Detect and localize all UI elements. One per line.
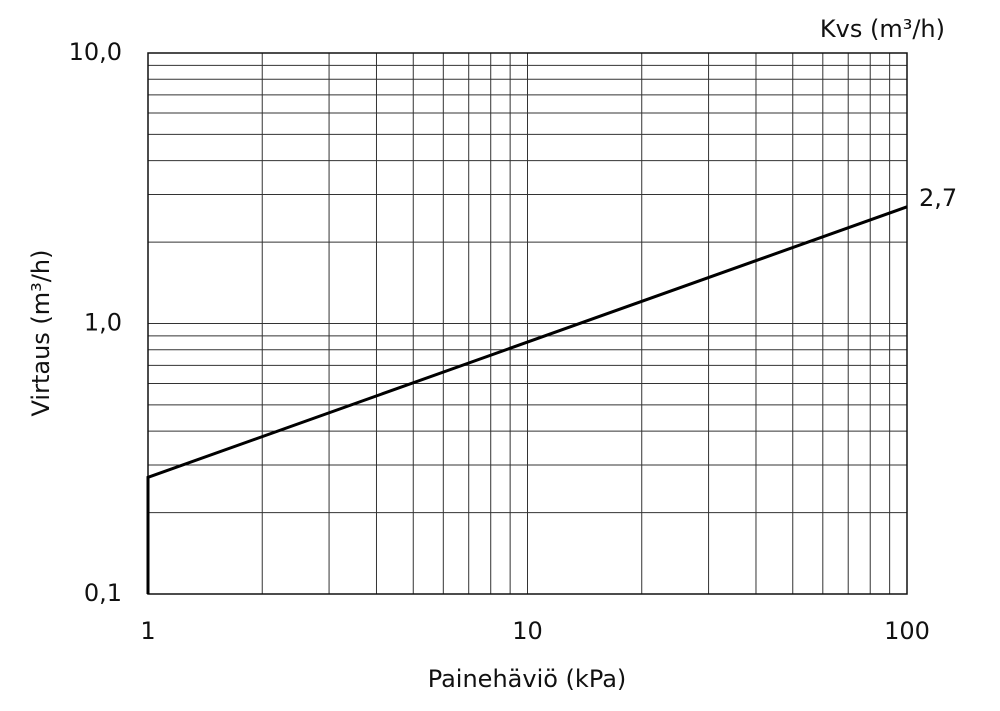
- x-tick-label: 100: [884, 617, 930, 645]
- y-tick-label: 10,0: [69, 38, 122, 66]
- x-tick-label: 1: [140, 617, 155, 645]
- x-axis-label: Painehäviö (kPa): [428, 665, 627, 693]
- annotation: Kvs (m³/h): [820, 15, 945, 43]
- y-tick-label: 1,0: [84, 309, 122, 337]
- value-label: 2,7: [919, 184, 957, 212]
- y-tick-label: 0,1: [84, 579, 122, 607]
- line: [146, 205, 908, 594]
- y-axis-label: Virtaus (m³/h): [27, 250, 55, 417]
- plot-frame: [147, 52, 908, 595]
- x-tick-label: 10: [512, 617, 543, 645]
